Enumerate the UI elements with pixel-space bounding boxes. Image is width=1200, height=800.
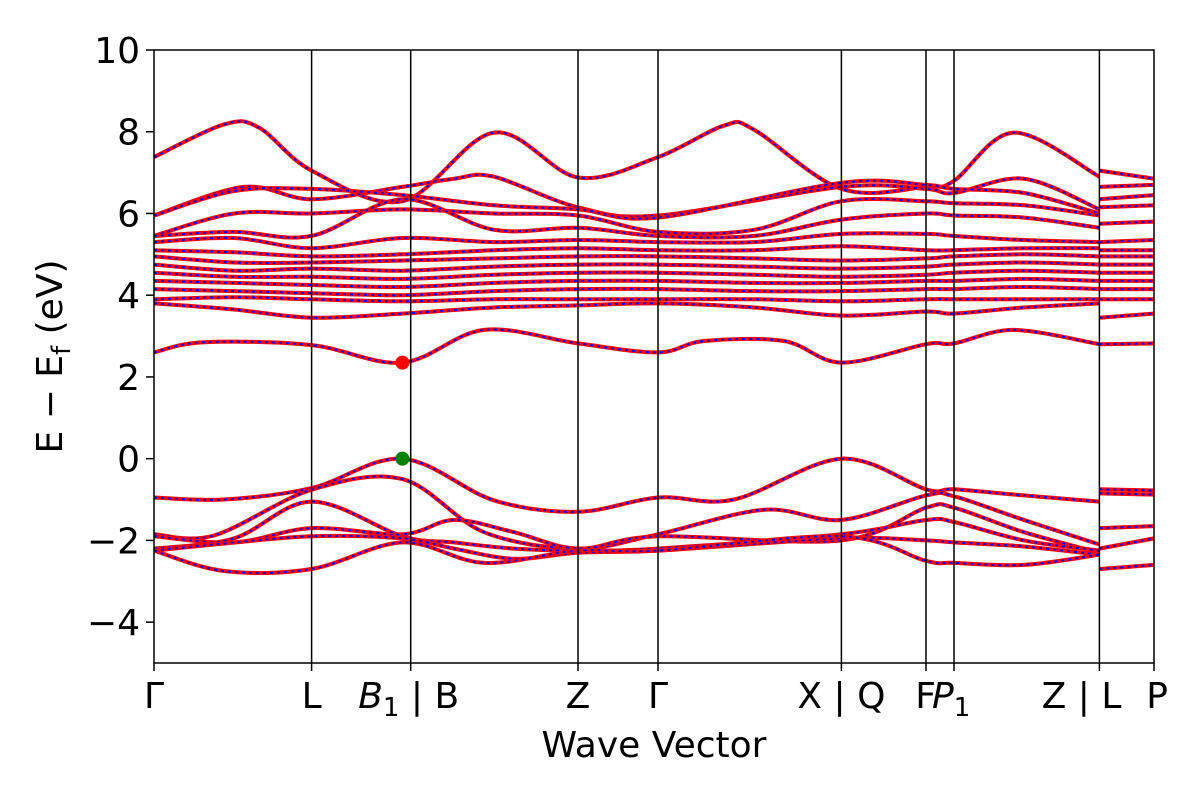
- band-4-seg-0-dashed: [153, 534, 1100, 560]
- band-7-seg-0: [153, 119, 1101, 205]
- y-ticks: 10 8 6 4 2 0 −2 −4: [87, 31, 154, 644]
- y-tick-label-1: 8: [117, 113, 140, 154]
- vbm-marker: [395, 451, 410, 466]
- band-20-seg-0: [153, 301, 1100, 320]
- cbm-marker: [395, 355, 410, 370]
- kpoint-lines: [310, 50, 1101, 663]
- x-tick-label-9: P: [1146, 676, 1168, 717]
- band-3-seg-0-dashed: [153, 500, 1100, 552]
- band-0-seg-1-dashed: [1099, 488, 1155, 492]
- x-axis-label: Wave Vector: [542, 725, 767, 766]
- band-6-seg-0-dashed: [153, 328, 1100, 364]
- band-2-seg-1-dashed: [1099, 525, 1155, 530]
- band-2-seg-0-dashed: [153, 503, 1100, 554]
- x-tick-label-7: P1: [932, 676, 970, 723]
- x-tick-label-4: Γ: [648, 676, 668, 717]
- x-tick-label-1: L: [302, 676, 322, 717]
- x-tick-label-0: Γ: [144, 676, 164, 717]
- band-lines: [153, 119, 1155, 576]
- band-6-seg-0: [153, 327, 1100, 365]
- y-axis-label: E − Ef (eV): [30, 259, 77, 453]
- band-11-seg-0-dashed: [153, 198, 1100, 239]
- band-11-seg-1-dashed: [1099, 220, 1155, 225]
- band-8-seg-0: [153, 172, 1101, 219]
- y-tick-label-6: −2: [87, 521, 140, 562]
- band-6-seg-1-dashed: [1099, 342, 1155, 346]
- x-tick-label-5: X | Q: [797, 676, 885, 717]
- extrema-markers: [395, 355, 410, 466]
- x-tick-label-6: F: [915, 676, 936, 717]
- band-2-seg-0: [153, 502, 1100, 555]
- band-17-seg-0: [153, 276, 1100, 290]
- band-10-seg-0-dashed: [153, 198, 1100, 237]
- x-ticks: Γ L B1 | B Z Γ X | Q FP1 Z | L P: [144, 663, 1168, 723]
- x-tick-label-8: Z | L: [1042, 676, 1122, 717]
- x-tick-label-3: Z: [566, 676, 591, 717]
- y-axis-label-unit: (eV): [30, 259, 71, 345]
- band-5-seg-1-dashed: [1099, 563, 1155, 570]
- band-9-seg-1-dashed: [1099, 194, 1155, 201]
- y-axis-label-subscript: f: [47, 345, 77, 355]
- y-tick-label-4: 2: [117, 358, 140, 399]
- y-tick-label-0: 10: [94, 31, 140, 72]
- band-18-seg-0: [153, 284, 1100, 298]
- y-axis-label-main: E − E: [30, 355, 71, 454]
- band-3-seg-1: [1099, 536, 1155, 551]
- band-7-seg-1-dashed: [1099, 169, 1155, 180]
- plot-frame: [153, 49, 1155, 664]
- y-tick-label-3: 4: [117, 276, 140, 317]
- band-10-seg-1-dashed: [1099, 204, 1155, 209]
- band-20-seg-1-dashed: [1099, 312, 1155, 319]
- band-8-seg-1-dashed: [1099, 183, 1155, 188]
- y-tick-label-7: −4: [87, 603, 140, 644]
- band-12-seg-1-dashed: [1099, 239, 1155, 244]
- y-tick-label-2: 6: [117, 194, 140, 235]
- y-tick-label-5: 0: [117, 440, 140, 481]
- band-1-seg-1-dashed: [1099, 492, 1155, 496]
- x-tick-label-2: B1 | B: [358, 676, 459, 723]
